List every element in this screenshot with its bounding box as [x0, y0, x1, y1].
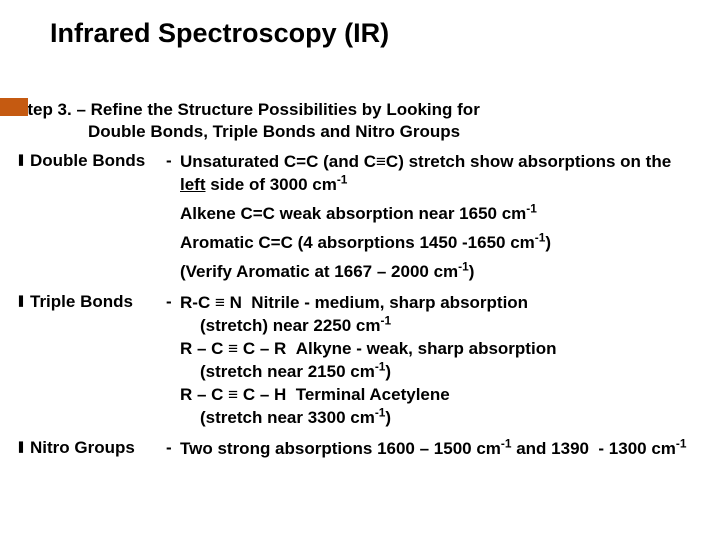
bullet-icon: ❚	[16, 151, 26, 166]
section-description: Unsaturated C=C (and C≡C) stretch show a…	[180, 151, 692, 284]
bullet-icon: ❚	[16, 292, 26, 307]
dash-separator: -	[166, 292, 180, 312]
section-row: ❚Triple Bonds-R-C ≡ N Nitrile - medium, …	[16, 292, 692, 430]
page-title: Infrared Spectroscopy (IR)	[0, 0, 720, 49]
section-description: R-C ≡ N Nitrile - medium, sharp absorpti…	[180, 292, 692, 430]
dash-separator: -	[166, 438, 180, 458]
dash-separator: -	[166, 151, 180, 171]
section-row: ❚Nitro Groups-Two strong absorptions 160…	[16, 438, 692, 461]
section-label: Nitro Groups	[26, 438, 166, 458]
bullet-icon: ❚	[16, 438, 26, 453]
section-description: Two strong absorptions 1600 – 1500 cm-1 …	[180, 438, 692, 461]
step-heading-line1: Step 3. – Refine the Structure Possibili…	[16, 99, 692, 121]
section-label: Triple Bonds	[26, 292, 166, 312]
content-area: Step 3. – Refine the Structure Possibili…	[0, 49, 720, 460]
step-heading-line2: Double Bonds, Triple Bonds and Nitro Gro…	[16, 121, 692, 143]
accent-bar	[0, 98, 28, 116]
section-label: Double Bonds	[26, 151, 166, 171]
section-row: ❚Double Bonds-Unsaturated C=C (and C≡C) …	[16, 151, 692, 284]
